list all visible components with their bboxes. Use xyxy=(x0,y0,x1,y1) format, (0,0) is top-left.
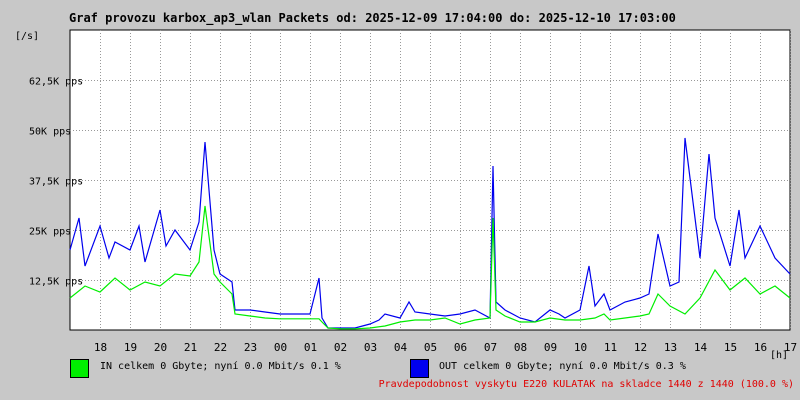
y-tick-label: 12,5K pps xyxy=(29,277,83,288)
y-tick-label: 50K pps xyxy=(29,127,71,138)
x-tick-label: 13 xyxy=(664,341,677,354)
x-tick-label: 07 xyxy=(484,341,497,354)
x-tick-label: 19 xyxy=(124,341,137,354)
x-tick-label: 17 xyxy=(784,341,797,354)
x-tick-label: 21 xyxy=(184,341,197,354)
x-tick-label: 18 xyxy=(94,341,107,354)
series-line-out xyxy=(69,137,791,329)
footer-note: Pravdepodobnost vyskytu E220 KULATAK na … xyxy=(378,379,794,390)
grid-lines xyxy=(70,30,791,330)
chart-title: Graf provozu karbox_ap3_wlan Packets od:… xyxy=(69,11,676,25)
x-tick-label: 23 xyxy=(244,341,257,354)
x-tick-label: 09 xyxy=(544,341,557,354)
x-axis-unit: [h] xyxy=(770,350,789,361)
legend-swatch-out xyxy=(410,359,429,378)
x-tick-label: 04 xyxy=(394,341,408,354)
y-tick-labels: 12,5K pps 25K pps 37,5K pps 50K pps 62,5K pp… xyxy=(29,77,83,288)
series-layer xyxy=(69,137,791,330)
x-tick-label: 16 xyxy=(754,341,767,354)
x-tick-label: 08 xyxy=(514,341,527,354)
x-tick-label: 11 xyxy=(604,341,617,354)
y-tick-label: 25K pps xyxy=(29,227,71,238)
x-tick-label: 10 xyxy=(574,341,587,354)
x-tick-label: 06 xyxy=(454,341,467,354)
x-tick-label: 12 xyxy=(634,341,647,354)
legend-swatch-in xyxy=(70,359,89,378)
legend-label-in: IN celkem 0 Gbyte; nyní 0.0 Mbit/s 0.1 % xyxy=(100,361,341,372)
x-tick-label: 14 xyxy=(694,341,708,354)
x-tick-label: 20 xyxy=(154,341,167,354)
y-tick-label: 62,5K pps xyxy=(29,77,83,88)
x-tick-label: 00 xyxy=(274,341,287,354)
y-tick-label: 37,5K pps xyxy=(29,177,83,188)
legend-label-out: OUT celkem 0 Gbyte; nyní 0.0 Mbit/s 0.3 … xyxy=(439,361,686,372)
x-tick-label: 02 xyxy=(334,341,347,354)
x-tick-label: 15 xyxy=(724,341,737,354)
x-tick-label: 05 xyxy=(424,341,437,354)
y-axis-unit: [/s] xyxy=(15,31,40,42)
x-tick-labels: 18 19 20 21 22 23 00 01 02 03 04 05 06 07 08 09 10 11 12 13… xyxy=(94,341,797,354)
series-line-in xyxy=(69,205,791,330)
x-tick-label: 22 xyxy=(214,341,227,354)
x-tick-label: 01 xyxy=(304,341,317,354)
x-tick-label: 03 xyxy=(364,341,377,354)
